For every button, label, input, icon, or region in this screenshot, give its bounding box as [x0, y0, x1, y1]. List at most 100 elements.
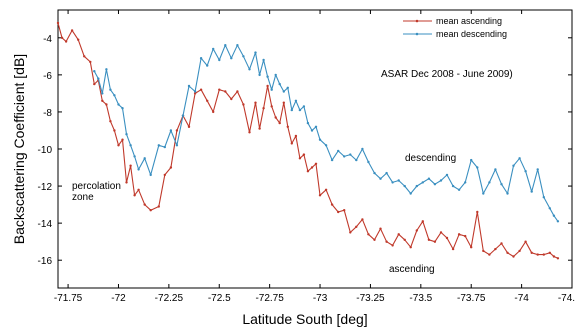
data-point-descending	[512, 164, 515, 167]
data-point-ascending	[552, 255, 556, 258]
data-point-ascending	[445, 236, 449, 240]
data-point-descending	[109, 88, 112, 91]
data-point-ascending	[105, 103, 108, 106]
x-tick-label: -72.5	[208, 293, 231, 304]
data-point-descending	[149, 173, 152, 177]
y-tick-label: -4	[43, 34, 52, 45]
data-point-descending	[163, 145, 166, 149]
series-layer	[56, 21, 560, 260]
data-point-ascending	[500, 242, 503, 245]
data-point-ascending	[518, 249, 521, 253]
data-point-descending	[556, 220, 560, 223]
data-point-descending	[101, 92, 104, 95]
data-point-ascending	[403, 238, 406, 241]
data-point-descending	[248, 68, 251, 71]
data-point-descending	[137, 168, 140, 171]
data-point-descending	[181, 114, 185, 117]
data-point-descending	[464, 181, 467, 184]
data-point-ascending	[421, 220, 424, 223]
data-point-descending	[258, 73, 261, 77]
data-point-ascending	[270, 105, 273, 108]
data-point-ascending	[290, 142, 293, 145]
legend: mean ascending mean descending	[403, 16, 507, 39]
data-point-ascending	[451, 247, 455, 251]
x-tick-label: -73	[313, 293, 328, 304]
data-point-ascending	[524, 240, 527, 243]
y-tick-label: -6	[43, 71, 52, 82]
data-point-ascending	[89, 60, 92, 64]
data-point-descending	[445, 173, 449, 177]
data-point-descending	[427, 177, 431, 180]
data-point-ascending	[242, 103, 245, 106]
annotation-descending: descending	[405, 153, 456, 164]
data-point-ascending	[137, 188, 140, 191]
data-point-ascending	[464, 234, 467, 238]
data-point-ascending	[506, 251, 509, 254]
data-point-descending	[93, 70, 96, 73]
data-point-descending	[337, 149, 340, 153]
data-point-ascending	[149, 209, 152, 212]
data-point-descending	[262, 58, 265, 62]
data-point-descending	[310, 129, 314, 132]
data-point-descending	[433, 183, 437, 186]
data-point-ascending	[212, 110, 215, 114]
data-point-ascending	[373, 238, 376, 241]
data-point-descending	[415, 184, 418, 188]
data-point-ascending	[397, 233, 400, 236]
data-point-ascending	[314, 162, 318, 165]
data-point-ascending	[367, 233, 370, 236]
data-point-descending	[506, 192, 509, 195]
data-point-descending	[494, 168, 497, 171]
plot-frame	[57, 9, 573, 289]
data-point-ascending	[542, 253, 545, 256]
data-point-descending	[367, 160, 370, 164]
data-point-descending	[298, 108, 302, 112]
data-point-descending	[266, 75, 269, 78]
data-point-descending	[133, 155, 136, 158]
y-tick-label: -16	[38, 256, 53, 267]
data-point-ascending	[169, 166, 173, 169]
data-point-descending	[314, 125, 318, 128]
data-point-descending	[187, 84, 191, 88]
data-point-ascending	[109, 120, 112, 123]
annotation-percolation: percolation	[72, 181, 121, 192]
x-tick-label: -72	[111, 293, 126, 304]
data-point-ascending	[306, 170, 310, 173]
data-point-ascending	[286, 125, 289, 128]
data-point-ascending	[266, 84, 269, 88]
data-point-descending	[536, 168, 539, 171]
y-tick-label: -14	[38, 219, 53, 230]
data-point-ascending	[236, 90, 239, 93]
data-point-descending	[324, 144, 328, 147]
data-point-descending	[224, 44, 227, 47]
data-point-ascending	[294, 134, 298, 138]
data-point-ascending	[548, 251, 551, 254]
data-point-descending	[206, 64, 209, 67]
data-point-descending	[361, 147, 364, 151]
legend-label-ascending: mean ascending	[436, 16, 502, 26]
data-point-ascending	[125, 181, 128, 184]
data-point-ascending	[482, 249, 485, 253]
data-point-descending	[121, 107, 124, 110]
data-point-ascending	[163, 173, 166, 177]
data-point-descending	[403, 184, 406, 188]
data-point-descending	[294, 99, 298, 103]
x-tick-label: -73.75	[457, 293, 486, 304]
data-point-ascending	[113, 129, 116, 132]
data-point-ascending	[391, 244, 394, 247]
data-point-descending	[236, 44, 239, 47]
series-ascending	[56, 21, 560, 260]
annotation-zone: zone	[72, 192, 94, 203]
data-point-ascending	[379, 227, 382, 230]
data-point-ascending	[224, 90, 227, 93]
data-point-ascending	[330, 203, 334, 206]
data-point-ascending	[121, 138, 124, 141]
series-descending	[93, 44, 560, 223]
data-point-descending	[343, 155, 346, 158]
data-point-ascending	[101, 99, 104, 103]
data-point-ascending	[512, 255, 515, 258]
data-point-descending	[318, 138, 322, 141]
y-tick-label: -8	[43, 108, 52, 119]
data-point-ascending	[385, 240, 388, 243]
